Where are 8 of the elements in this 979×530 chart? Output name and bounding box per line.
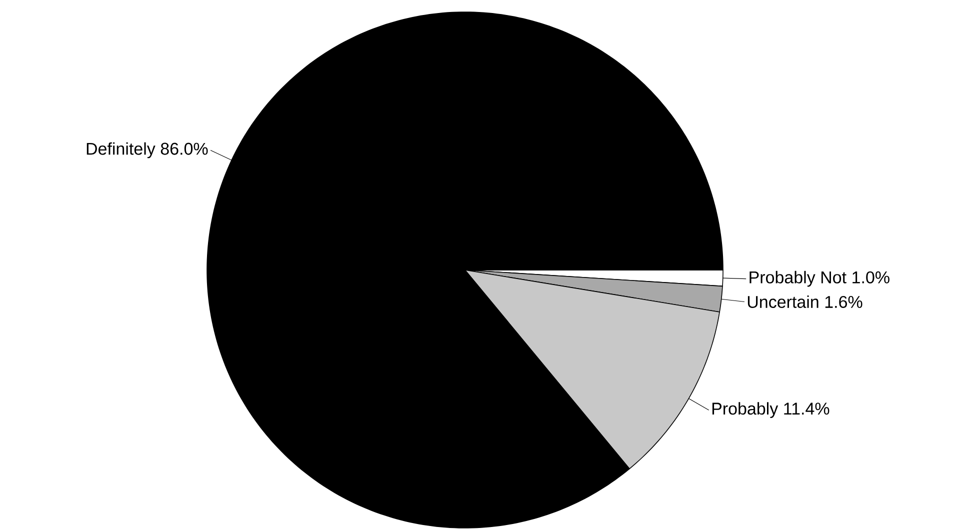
data-label: 1.6% bbox=[825, 296, 862, 308]
data-label: 86.0% bbox=[160, 142, 208, 155]
data-label: 1.0% bbox=[852, 271, 890, 284]
slice-label: Definitely bbox=[86, 142, 156, 158]
data-label: 11.4% bbox=[784, 402, 830, 415]
slice-label: Uncertain bbox=[748, 296, 818, 308]
slice-label: Probably bbox=[712, 402, 778, 418]
slice-label: Probably Not bbox=[750, 270, 846, 287]
